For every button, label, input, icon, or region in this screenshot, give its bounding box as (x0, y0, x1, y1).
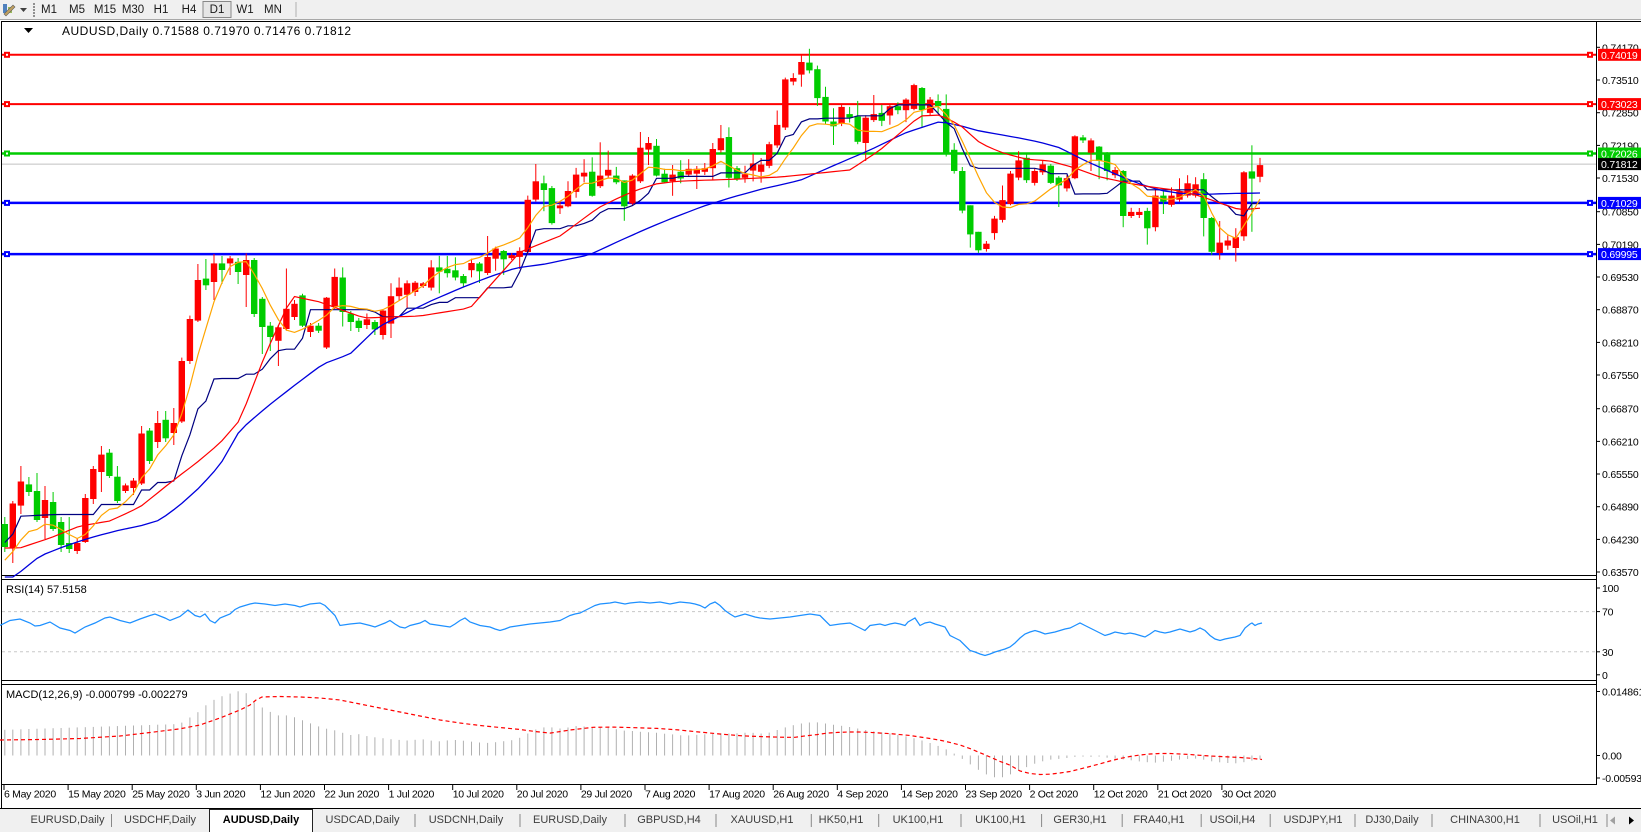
svg-text:M5: M5 (69, 4, 85, 16)
svg-text:0.63570: 0.63570 (1602, 567, 1639, 579)
svg-text:MACD(12,26,9) -0.000799 -0.002: MACD(12,26,9) -0.000799 -0.002279 (6, 689, 188, 701)
svg-text:6 May 2020: 6 May 2020 (4, 789, 56, 801)
svg-text:70: 70 (1602, 607, 1614, 619)
svg-text:0: 0 (1602, 670, 1608, 682)
svg-text:CHINA300,H1: CHINA300,H1 (1450, 814, 1520, 826)
svg-text:0.74019: 0.74019 (1601, 50, 1638, 62)
svg-text:23 Sep 2020: 23 Sep 2020 (966, 789, 1023, 801)
svg-text:M15: M15 (94, 4, 116, 16)
svg-text:30 Oct 2020: 30 Oct 2020 (1222, 789, 1276, 801)
svg-text:0.66210: 0.66210 (1602, 436, 1639, 448)
svg-text:0.71530: 0.71530 (1602, 173, 1639, 185)
svg-text:0.73023: 0.73023 (1601, 99, 1638, 111)
svg-text:12 Jun 2020: 12 Jun 2020 (260, 789, 315, 801)
svg-text:USOil,H1: USOil,H1 (1552, 814, 1598, 826)
svg-text:0.014861: 0.014861 (1602, 687, 1641, 699)
svg-text:USOil,H4: USOil,H4 (1210, 814, 1256, 826)
svg-text:0.72026: 0.72026 (1601, 149, 1638, 161)
svg-text:20 Jul 2020: 20 Jul 2020 (517, 789, 568, 801)
svg-text:0.65550: 0.65550 (1602, 469, 1639, 481)
svg-text:USDCHF,Daily: USDCHF,Daily (124, 814, 197, 826)
svg-text:0.68870: 0.68870 (1602, 305, 1639, 317)
svg-text:DJ30,Daily: DJ30,Daily (1365, 814, 1419, 826)
svg-text:4 Sep 2020: 4 Sep 2020 (837, 789, 888, 801)
svg-text:USDJPY,H1: USDJPY,H1 (1283, 814, 1342, 826)
svg-text:0.64230: 0.64230 (1602, 534, 1639, 546)
svg-text:1 Jul 2020: 1 Jul 2020 (389, 789, 435, 801)
svg-text:100: 100 (1602, 583, 1619, 595)
svg-text:25 May 2020: 25 May 2020 (132, 789, 190, 801)
svg-text:EURUSD,Daily: EURUSD,Daily (31, 814, 105, 826)
svg-text:AUDUSD,Daily 0.71588 0.71970: AUDUSD,Daily 0.71588 0.71970 0.71476 0.7… (62, 24, 352, 38)
svg-text:HK50,H1: HK50,H1 (819, 814, 864, 826)
svg-text:D1: D1 (210, 4, 225, 16)
svg-text:AUDUSD,Daily: AUDUSD,Daily (223, 814, 300, 826)
svg-text:RSI(14) 57.5158: RSI(14) 57.5158 (6, 584, 87, 596)
svg-text:GBPUSD,H4: GBPUSD,H4 (637, 814, 701, 826)
svg-text:UK100,H1: UK100,H1 (893, 814, 944, 826)
svg-text:W1: W1 (236, 4, 253, 16)
svg-text:30: 30 (1602, 647, 1614, 659)
svg-text:10 Jul 2020: 10 Jul 2020 (453, 789, 504, 801)
svg-text:M1: M1 (41, 4, 57, 16)
svg-text:0.00: 0.00 (1602, 751, 1622, 763)
svg-text:0.71812: 0.71812 (1601, 159, 1638, 171)
svg-text:0.73510: 0.73510 (1602, 75, 1639, 87)
svg-text:21 Oct 2020: 21 Oct 2020 (1158, 789, 1212, 801)
svg-text:26 Aug 2020: 26 Aug 2020 (773, 789, 829, 801)
svg-text:FRA40,H1: FRA40,H1 (1133, 814, 1184, 826)
svg-text:7 Aug 2020: 7 Aug 2020 (645, 789, 696, 801)
svg-text:UK100,H1: UK100,H1 (975, 814, 1026, 826)
svg-text:17 Aug 2020: 17 Aug 2020 (709, 789, 765, 801)
svg-text:0.64890: 0.64890 (1602, 502, 1639, 514)
svg-text:MN: MN (264, 4, 282, 16)
svg-text:GER30,H1: GER30,H1 (1053, 814, 1106, 826)
svg-text:22 Jun 2020: 22 Jun 2020 (325, 789, 380, 801)
svg-text:-0.005938: -0.005938 (1602, 773, 1641, 785)
svg-text:USDCAD,Daily: USDCAD,Daily (326, 814, 400, 826)
svg-text:0.70850: 0.70850 (1602, 207, 1639, 219)
svg-text:EURUSD,Daily: EURUSD,Daily (533, 814, 607, 826)
svg-text:2 Oct 2020: 2 Oct 2020 (1030, 789, 1079, 801)
svg-text:USDCNH,Daily: USDCNH,Daily (429, 814, 504, 826)
svg-text:0.67550: 0.67550 (1602, 370, 1639, 382)
svg-text:0.68210: 0.68210 (1602, 337, 1639, 349)
svg-text:M30: M30 (122, 4, 144, 16)
svg-text:H1: H1 (154, 4, 169, 16)
svg-text:0.66870: 0.66870 (1602, 404, 1639, 416)
svg-text:12 Oct 2020: 12 Oct 2020 (1094, 789, 1148, 801)
svg-text:XAUUSD,H1: XAUUSD,H1 (731, 814, 794, 826)
svg-text:3 Jun 2020: 3 Jun 2020 (196, 789, 245, 801)
svg-text:29 Jul 2020: 29 Jul 2020 (581, 789, 632, 801)
svg-text:0.72850: 0.72850 (1602, 108, 1639, 120)
svg-text:14 Sep 2020: 14 Sep 2020 (901, 789, 958, 801)
svg-text:15 May 2020: 15 May 2020 (68, 789, 126, 801)
svg-text:0.69995: 0.69995 (1601, 249, 1638, 261)
svg-text:0.71029: 0.71029 (1601, 198, 1638, 210)
svg-text:H4: H4 (182, 4, 197, 16)
svg-text:0.69530: 0.69530 (1602, 272, 1639, 284)
